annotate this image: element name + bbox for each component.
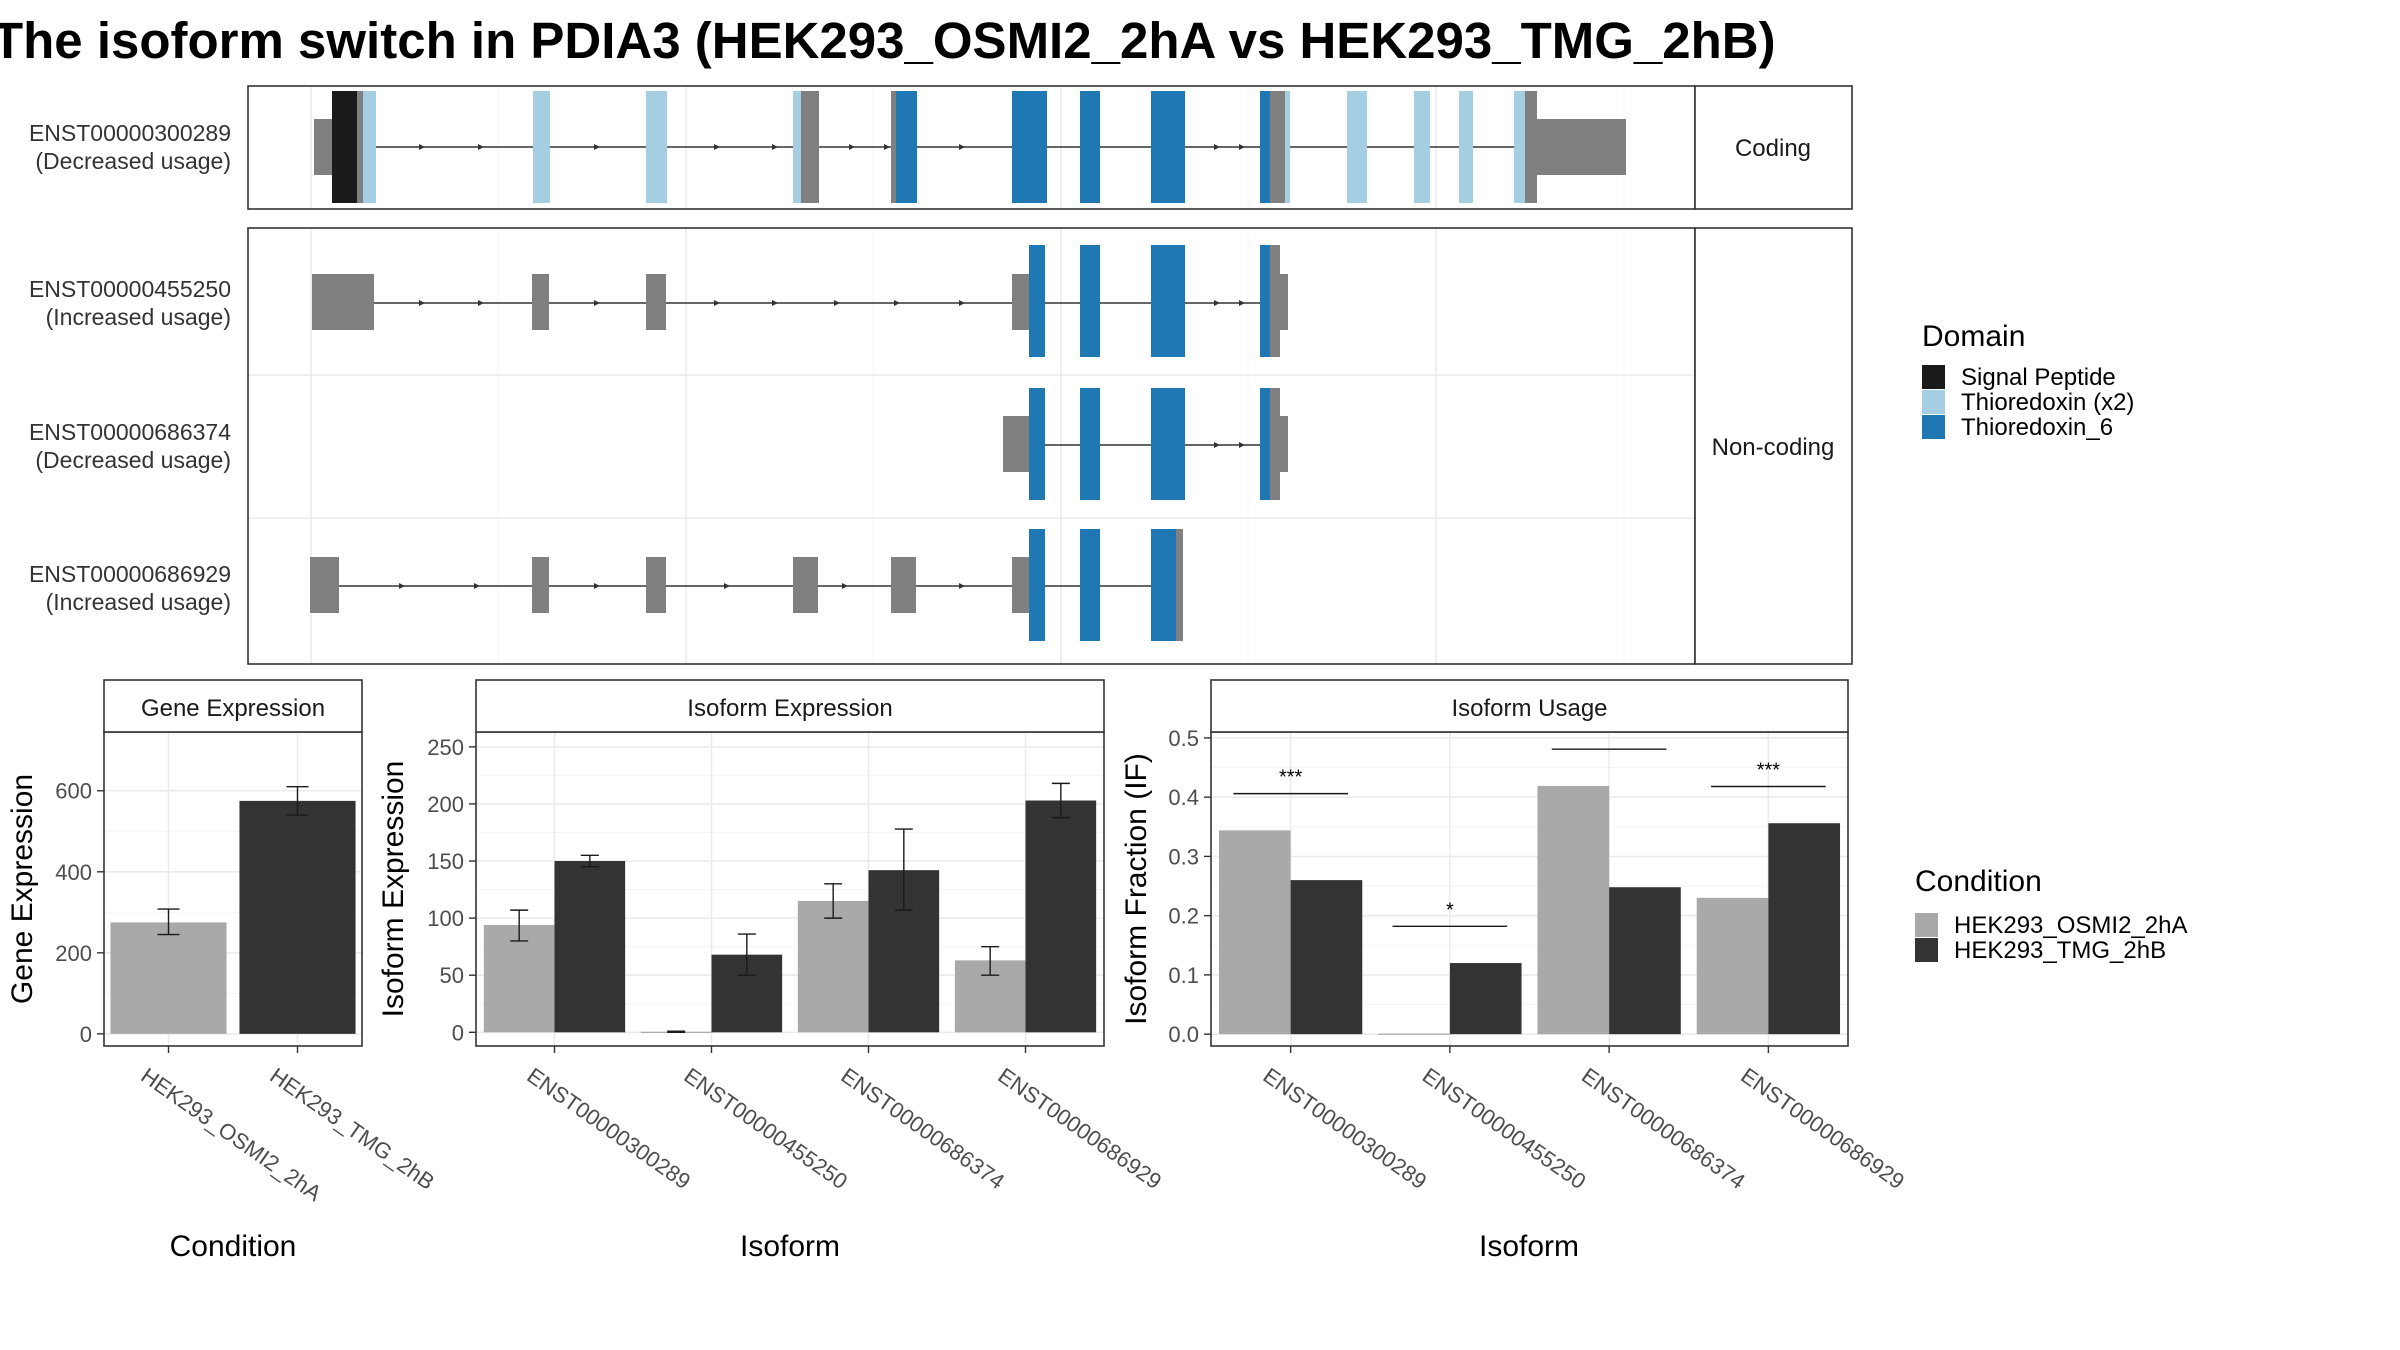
chart-title: Isoform Expression — [687, 695, 892, 722]
legend-label-osmi2: HEK293_OSMI2_2hA — [1954, 912, 2187, 939]
bar — [483, 924, 555, 1033]
y-tick-label: 0.4 — [1168, 785, 1199, 810]
y-tick-label: 600 — [55, 779, 92, 804]
transcript-track-1 — [314, 91, 1626, 203]
facet-strip — [103, 679, 363, 733]
bar — [1218, 830, 1291, 1035]
bar — [1768, 823, 1841, 1035]
domain-legend-title: Domain — [1922, 320, 2025, 353]
y-tick-label: 0.5 — [1168, 726, 1199, 751]
bar — [1696, 897, 1769, 1035]
bar — [1449, 963, 1522, 1035]
transcript-usage-1: (Decreased usage) — [35, 148, 231, 174]
y-tick-label: 150 — [427, 849, 464, 874]
transcript-id-2: ENST00000455250 — [29, 276, 231, 302]
bar — [1378, 1033, 1450, 1035]
y-tick-label: 100 — [427, 906, 464, 931]
y-tick-label: 50 — [440, 963, 464, 988]
bar-charts: Gene Expression0200400600HEK293_OSMI2_2h… — [6, 679, 1909, 1263]
transcript-id-4: ENST00000686929 — [29, 561, 231, 587]
strip-label-noncoding: Non-coding — [1712, 434, 1835, 461]
transcript-usage-2: (Increased usage) — [46, 304, 231, 330]
legend-key-thioredoxin-6 — [1922, 415, 1945, 439]
x-tick-label: ENST00000686929 — [993, 1063, 1166, 1194]
y-tick-label: 0.0 — [1168, 1022, 1199, 1047]
x-tick-label: ENST00000686374 — [1577, 1063, 1750, 1194]
chart-1: Gene Expression0200400600HEK293_OSMI2_2h… — [6, 679, 439, 1263]
transcript-id-3: ENST00000686374 — [29, 419, 231, 445]
chart-title: Gene Expression — [141, 695, 325, 722]
x-tick-label: ENST00000686374 — [836, 1063, 1009, 1194]
y-tick-label: 200 — [427, 792, 464, 817]
y-tick-label: 0.1 — [1168, 963, 1199, 988]
y-tick-label: 250 — [427, 735, 464, 760]
bar — [1290, 880, 1363, 1035]
bar — [1025, 800, 1097, 1033]
x-tick-label: ENST00000455250 — [1418, 1063, 1591, 1194]
transcript-track-2 — [312, 245, 1288, 357]
figure-title: The isoform switch in PDIA3 (HEK293_OSMI… — [0, 12, 1776, 69]
y-axis-title: Gene Expression — [6, 774, 39, 1004]
chart-3: **********Isoform Usage0.00.10.20.30.40.… — [1120, 679, 1909, 1263]
transcript-track-3 — [1003, 388, 1288, 500]
bar — [110, 922, 227, 1034]
bar — [1609, 887, 1681, 1035]
y-tick-label: 0.2 — [1168, 904, 1199, 929]
y-axis-title: Isoform Fraction (IF) — [1120, 753, 1153, 1025]
noncoding-strip — [1694, 227, 1853, 665]
legend-key-osmi2 — [1915, 913, 1938, 937]
transcript-usage-3: (Decreased usage) — [35, 447, 231, 473]
significance-label: *** — [1279, 767, 1303, 789]
transcript-usage-4: (Increased usage) — [46, 589, 231, 615]
significance-label: * — [1446, 899, 1454, 921]
strip-label-coding: Coding — [1735, 135, 1811, 162]
y-tick-label: 0 — [452, 1020, 464, 1045]
condition-legend-title: Condition — [1915, 865, 2042, 898]
transcript-panel: Coding Non-coding ENST00000300289 (Decre… — [29, 85, 1853, 665]
coding-strip — [1694, 85, 1853, 210]
chart-title: Isoform Usage — [1451, 695, 1607, 722]
x-tick-label: ENST00000300289 — [1259, 1063, 1432, 1194]
significance-label: *** — [1757, 760, 1781, 782]
legend-key-tmg — [1915, 938, 1938, 962]
legend-label-tmg: HEK293_TMG_2hB — [1954, 937, 2166, 964]
x-tick-label: ENST00000455250 — [679, 1063, 852, 1194]
legend-key-thioredoxin-x2 — [1922, 390, 1945, 414]
legend-label-signal-peptide: Signal Peptide — [1961, 364, 2116, 391]
facet-strip — [475, 679, 1105, 733]
bar — [554, 861, 626, 1033]
legend-label-thioredoxin-x2: Thioredoxin (x2) — [1961, 389, 2134, 416]
facet-strip — [1210, 679, 1849, 733]
legend-key-signal-peptide — [1922, 365, 1945, 389]
x-tick-label: ENST00000300289 — [522, 1063, 695, 1194]
bar — [239, 800, 356, 1034]
x-axis-title: Condition — [170, 1230, 297, 1263]
y-tick-label: 0.3 — [1168, 844, 1199, 869]
y-tick-label: 0 — [80, 1022, 92, 1047]
transcript-track-4 — [310, 529, 1183, 641]
y-tick-label: 400 — [55, 860, 92, 885]
condition-legend: Condition HEK293_OSMI2_2hA HEK293_TMG_2h… — [1915, 865, 2187, 964]
domain-legend: Domain Signal Peptide Thioredoxin (x2) T… — [1922, 320, 2134, 441]
bar — [797, 900, 869, 1033]
x-tick-label: ENST00000686929 — [1736, 1063, 1909, 1194]
x-axis-title: Isoform — [740, 1230, 840, 1263]
y-axis-title: Isoform Expression — [377, 761, 410, 1018]
bar — [1537, 785, 1610, 1035]
y-tick-label: 200 — [55, 941, 92, 966]
chart-2: Isoform Expression 0 50 100 150 200 250 ENST000… — [377, 679, 1166, 1263]
noncoding-panel-bg — [248, 228, 1695, 664]
transcript-id-1: ENST00000300289 — [29, 120, 231, 146]
x-axis-title: Isoform — [1479, 1230, 1579, 1263]
legend-label-thioredoxin-6: Thioredoxin_6 — [1961, 414, 2113, 441]
